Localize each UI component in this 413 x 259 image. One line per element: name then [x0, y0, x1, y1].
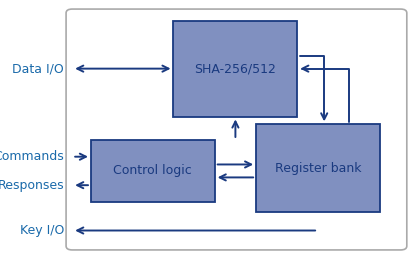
Bar [91, 140, 215, 202]
Text: Control logic: Control logic [114, 164, 192, 177]
Text: Key I/O: Key I/O [20, 224, 64, 237]
Bar [173, 21, 297, 117]
Text: Responses: Responses [0, 179, 64, 192]
Text: SHA-256/512: SHA-256/512 [195, 62, 276, 75]
Text: Commands: Commands [0, 150, 64, 163]
FancyBboxPatch shape [66, 9, 407, 250]
Text: Register bank: Register bank [275, 162, 361, 175]
Text: Data I/O: Data I/O [12, 62, 64, 75]
Bar [256, 124, 380, 212]
